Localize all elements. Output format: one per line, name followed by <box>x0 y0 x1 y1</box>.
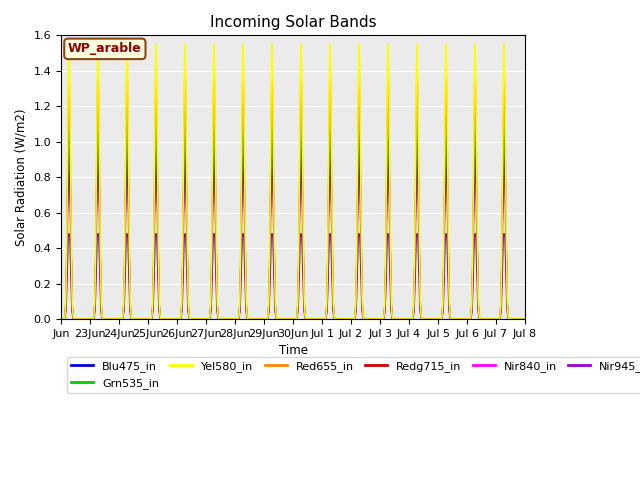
Nir840_in <box>225 316 233 322</box>
Line: Yel580_in: Yel580_in <box>61 44 525 319</box>
Red655_in <box>426 316 434 322</box>
Grn535_in <box>521 316 529 322</box>
Blu475_in <box>65 116 73 121</box>
Nir840_in <box>81 316 88 322</box>
Nir945_in <box>426 316 434 322</box>
Red655_in <box>332 316 339 322</box>
Redg715_in <box>352 299 360 305</box>
Line: Nir840_in: Nir840_in <box>61 159 525 319</box>
Grn535_in <box>426 316 434 322</box>
Line: Grn535_in: Grn535_in <box>61 103 525 319</box>
Grn535_in <box>225 316 233 322</box>
Yel580_in <box>65 41 73 47</box>
Red655_in <box>352 295 360 301</box>
Yel580_in <box>57 316 65 322</box>
Line: Red655_in: Red655_in <box>61 71 525 319</box>
Nir840_in <box>332 316 339 322</box>
Blu475_in <box>521 316 529 322</box>
Nir840_in <box>401 316 409 322</box>
Grn535_in <box>401 316 409 322</box>
Grn535_in <box>352 298 360 303</box>
Nir840_in <box>426 316 434 322</box>
Nir945_in <box>401 316 409 322</box>
Text: WP_arable: WP_arable <box>68 42 141 55</box>
Blu475_in <box>401 316 409 322</box>
Nir840_in <box>57 316 65 322</box>
Red655_in <box>65 68 73 74</box>
Nir945_in <box>332 316 339 322</box>
X-axis label: Time: Time <box>278 344 308 357</box>
Grn535_in <box>81 316 88 322</box>
Blu475_in <box>225 316 233 322</box>
Redg715_in <box>332 316 339 322</box>
Nir945_in <box>65 231 72 237</box>
Grn535_in <box>57 316 65 322</box>
Line: Blu475_in: Blu475_in <box>61 119 525 319</box>
Yel580_in <box>426 316 434 322</box>
Blu475_in <box>352 299 360 305</box>
Nir840_in <box>352 302 360 308</box>
Grn535_in <box>65 100 73 106</box>
Nir840_in <box>65 156 73 162</box>
Red655_in <box>521 316 529 322</box>
Yel580_in <box>81 316 88 322</box>
Redg715_in <box>401 316 409 322</box>
Nir945_in <box>81 316 88 322</box>
Yel580_in <box>521 316 529 322</box>
Red655_in <box>57 316 65 322</box>
Red655_in <box>81 316 88 322</box>
Y-axis label: Solar Radiation (W/m2): Solar Radiation (W/m2) <box>15 108 28 246</box>
Nir945_in <box>225 316 233 322</box>
Yel580_in <box>332 316 339 322</box>
Redg715_in <box>57 316 65 322</box>
Line: Redg715_in: Redg715_in <box>61 119 525 319</box>
Redg715_in <box>521 316 529 322</box>
Yel580_in <box>401 316 409 322</box>
Nir945_in <box>352 308 360 313</box>
Blu475_in <box>81 316 88 322</box>
Legend: Blu475_in, Grn535_in, Yel580_in, Red655_in, Redg715_in, Nir840_in, Nir945_in: Blu475_in, Grn535_in, Yel580_in, Red655_… <box>67 357 640 393</box>
Line: Nir945_in: Nir945_in <box>61 234 525 319</box>
Nir945_in <box>521 316 529 322</box>
Blu475_in <box>426 316 434 322</box>
Red655_in <box>225 316 233 322</box>
Nir945_in <box>57 316 65 322</box>
Redg715_in <box>81 316 88 322</box>
Yel580_in <box>225 316 233 322</box>
Redg715_in <box>225 316 233 322</box>
Yel580_in <box>352 293 360 299</box>
Blu475_in <box>57 316 65 322</box>
Title: Incoming Solar Bands: Incoming Solar Bands <box>210 15 376 30</box>
Blu475_in <box>332 316 339 322</box>
Grn535_in <box>332 316 339 322</box>
Nir840_in <box>521 316 529 322</box>
Redg715_in <box>426 316 434 322</box>
Redg715_in <box>65 116 73 121</box>
Red655_in <box>401 316 409 322</box>
